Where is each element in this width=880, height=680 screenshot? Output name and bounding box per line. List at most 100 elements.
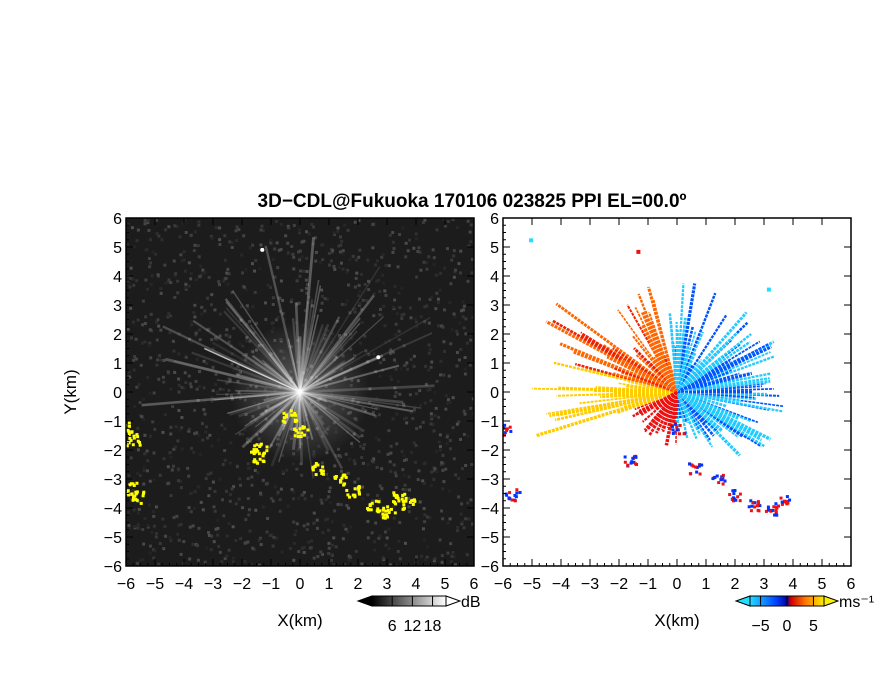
yellow-echo-cell [339,478,343,482]
noise-speck [256,471,260,475]
noise-speck [130,226,134,230]
noise-speck [336,502,340,506]
noise-speck [133,404,137,408]
yellow-echo-cell [385,515,389,519]
noise-speck [169,455,173,459]
noise-speck [427,351,431,355]
noise-speck [262,456,266,460]
noise-speck [378,534,382,538]
noise-speck [377,407,381,411]
noise-speck [357,255,361,259]
noise-speck [177,409,181,413]
noise-speck [144,315,148,319]
noise-speck [187,427,191,431]
figure-title: 3D−CDL@Fukuoka 170106 023825 PPI EL=00.0… [258,191,687,212]
velocity-ray [675,391,702,436]
noise-speck [246,462,250,466]
noise-speck [375,279,379,283]
yellow-echo-cell [321,472,325,476]
noise-speck [331,543,335,547]
noise-speck [212,505,216,509]
noise-speck [151,250,155,254]
noise-speck [187,474,191,478]
noise-speck [442,480,446,484]
noise-speck [459,437,463,441]
noise-speck [214,372,218,376]
velocity-echo-cell [731,497,735,501]
noise-speck [375,396,379,400]
velocity-ray [558,386,678,394]
noise-speck [290,487,294,491]
noise-speck [391,505,395,509]
reflectivity-x-tick-label: 1 [325,576,334,593]
noise-speck [404,416,408,420]
noise-speck [397,338,401,342]
yellow-echo-cell [254,450,258,454]
noise-speck [187,374,191,378]
reflectivity-x-tick-labels: −6 −5 −4 −3 −2 −1 0 1 2 3 4 5 6 [117,576,479,593]
noise-speck [337,265,341,269]
yellow-echo-cell [258,444,262,448]
noise-speck [286,504,290,508]
yellow-echo-cell [127,421,131,425]
noise-speck [148,341,152,345]
noise-speck [246,540,250,544]
noise-speck [348,457,352,461]
noise-speck [338,235,342,239]
velocity-ray [613,372,678,394]
noise-speck [292,558,296,562]
yellow-echo-cell [346,493,350,497]
noise-speck [223,458,227,462]
noise-speck [292,520,296,524]
yellow-echo-cell [126,444,129,448]
yellow-echo-cell [368,504,372,508]
noise-speck [166,280,170,284]
velocity-ray [582,390,678,415]
noise-speck [414,443,418,447]
noise-speck [260,224,264,228]
noise-speck [439,373,443,377]
noise-speck [180,416,184,420]
noise-speck [232,485,236,489]
noise-speck [394,367,398,371]
noise-speck [176,439,180,443]
noise-speck [374,369,378,373]
noise-speck [378,313,382,317]
noise-speck [436,324,440,328]
noise-speck [129,498,133,502]
noise-speck [300,473,304,477]
velocity-echo-cell [788,498,792,502]
noise-speck [445,435,449,439]
noise-speck [470,271,474,275]
noise-speck [138,400,142,404]
noise-speck [328,501,332,505]
yellow-echo-cell [127,493,131,497]
noise-speck [332,563,336,566]
noise-speck [216,533,220,537]
noise-speck [225,554,229,558]
velocity-echo-cell [630,460,634,464]
noise-speck [269,240,273,244]
yellow-echo-cell [129,482,133,486]
velocity-echo-cell [750,504,754,508]
velocity-echo-cell [771,508,775,512]
noise-speck [302,524,306,528]
yellow-echo-cell [294,429,298,433]
noise-speck [358,290,362,294]
noise-speck [138,474,142,478]
noise-speck [448,489,452,493]
noise-speck [197,275,201,279]
reflectivity-x-tick-label: 2 [354,576,363,593]
noise-speck [234,539,238,543]
noise-speck [333,464,337,468]
noise-speck [361,461,365,465]
noise-speck [448,301,452,305]
velocity-echo-cell [720,478,724,482]
reflectivity-x-tick-label: 6 [470,576,479,593]
noise-speck [228,499,232,503]
noise-speck [463,412,467,416]
noise-speck [188,382,192,386]
noise-speck [218,283,222,287]
noise-speck [170,468,174,472]
noise-speck [157,234,161,238]
